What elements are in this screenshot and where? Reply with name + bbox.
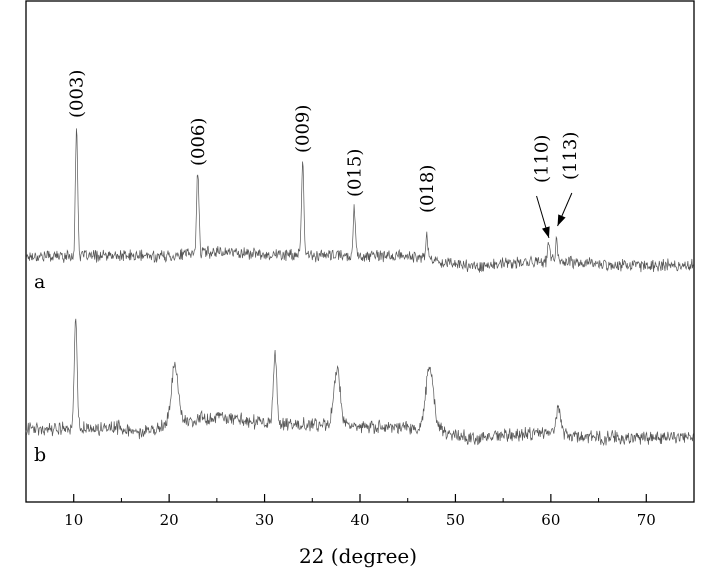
x-tick-label-40: 40	[350, 511, 369, 529]
x-axis-tick-labels: 10 20 30 40 50 60 70	[64, 511, 656, 529]
arrow-113	[557, 192, 573, 227]
x-axis-ticks	[73, 494, 647, 502]
peak-label-015: (015)	[344, 149, 365, 197]
annotation-arrows	[536, 192, 573, 239]
arrow-110	[536, 195, 550, 239]
x-tick-label-10: 10	[64, 511, 83, 529]
peak-label-006: (006)	[188, 118, 209, 166]
peak-label-003: (003)	[67, 70, 88, 118]
series-line-b	[25, 318, 694, 447]
series-group	[25, 128, 694, 447]
peak-label-113: (113)	[560, 132, 581, 180]
x-tick-label-50: 50	[446, 511, 465, 529]
peak-label-018: (018)	[417, 165, 438, 213]
peak-label-110: (110)	[531, 135, 552, 183]
curve-label-b: b	[34, 444, 46, 466]
x-axis-label: 22 (degree)	[299, 544, 417, 568]
curve-label-a: a	[34, 271, 45, 293]
x-tick-label-20: 20	[160, 511, 179, 529]
peak-label-009: (009)	[293, 105, 314, 153]
x-tick-label-70: 70	[637, 511, 656, 529]
peak-labels: (003) (006) (009) (015) (018) (110) (113)	[67, 70, 581, 213]
x-tick-label-60: 60	[541, 511, 560, 529]
x-tick-label-30: 30	[255, 511, 274, 529]
series-line-a	[25, 128, 694, 273]
